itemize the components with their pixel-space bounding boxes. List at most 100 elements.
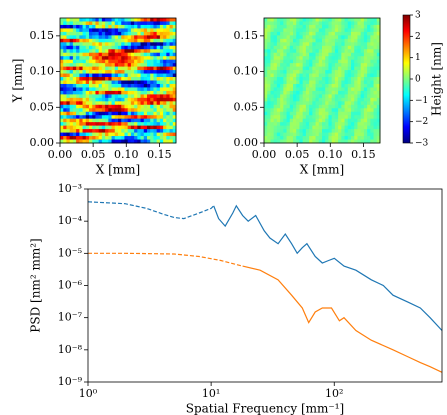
heatmap-cell (276, 115, 281, 120)
heatmap-cell (318, 125, 323, 130)
heatmap-cell (305, 90, 310, 95)
heatmap-cell (105, 28, 109, 33)
heatmap-cell (341, 87, 346, 92)
heatmap-cell (267, 125, 271, 130)
heatmap-cell (341, 70, 346, 75)
heatmap-cell (305, 73, 310, 78)
heatmap-cell (143, 24, 148, 29)
heatmap-cell (108, 77, 113, 81)
heatmap-cell (89, 132, 93, 137)
heatmap-cell (351, 136, 355, 141)
heatmap-cell (267, 80, 271, 85)
heatmap-cell (118, 45, 122, 50)
heatmap-cell (127, 31, 132, 36)
heatmap-cell (341, 125, 346, 130)
heatmap-cell (166, 70, 171, 75)
heatmap-cell (347, 80, 352, 85)
x-tick-label: 0.05 (81, 148, 106, 161)
heatmap-cell (357, 115, 362, 120)
heatmap-cell (76, 104, 80, 109)
heatmap-cell (166, 42, 171, 47)
heatmap-cell (118, 108, 122, 113)
heatmap-cell (344, 35, 349, 40)
heatmap-cell (153, 129, 158, 134)
heatmap-cell (270, 66, 275, 71)
heatmap-cell (280, 115, 284, 120)
heatmap-cell (89, 35, 93, 40)
heatmap-cell (85, 45, 90, 50)
heatmap-cell (315, 115, 320, 120)
heatmap-cell (363, 94, 368, 99)
heatmap-cell (111, 35, 116, 40)
heatmap-cell (79, 90, 84, 95)
heatmap-cell (63, 80, 67, 85)
heatmap-cell (299, 101, 304, 106)
heatmap-cell (309, 115, 313, 120)
heatmap-cell (376, 70, 381, 75)
heatmap-cell (95, 108, 100, 113)
heatmap-cell (280, 122, 284, 127)
heatmap-cell (351, 38, 355, 43)
heatmap-cell (79, 139, 84, 144)
heatmap-cell (267, 63, 271, 68)
heatmap-cell (360, 122, 365, 127)
heatmap-cell (66, 49, 71, 54)
psd-line (242, 265, 443, 373)
heatmap-cell (351, 49, 355, 54)
heatmap-cell (367, 118, 371, 123)
heatmap-cell (338, 129, 342, 134)
heatmap-cell (76, 31, 80, 36)
heatmap-cell (92, 87, 96, 92)
heatmap-cell (137, 125, 142, 130)
heatmap-cell (338, 66, 342, 71)
heatmap-cell (270, 21, 275, 26)
heatmap-cell (289, 45, 294, 50)
heatmap-cell (270, 136, 275, 141)
heatmap-cell (124, 21, 129, 26)
heatmap-cell (111, 73, 116, 78)
heatmap-cell (118, 80, 122, 85)
heatmap-cell (127, 115, 132, 120)
heatmap-cell (373, 125, 378, 130)
heatmap-cell (89, 24, 93, 29)
heatmap-cell (363, 35, 368, 40)
heatmap-cell (296, 104, 300, 109)
heatmap-cell (92, 83, 96, 88)
heatmap-cell (130, 56, 135, 61)
heatmap-cell (276, 83, 281, 88)
heatmap-cell (143, 45, 148, 50)
heatmap-cell (105, 118, 109, 123)
heatmap-cell (127, 38, 132, 43)
heatmap-cell (363, 139, 368, 144)
heatmap-cell (95, 111, 100, 116)
heatmap-cell (82, 97, 87, 102)
heatmap-cell (172, 87, 177, 92)
heatmap-cell (373, 101, 378, 106)
heatmap-cell (283, 77, 288, 81)
heatmap-cell (63, 111, 67, 116)
heatmap-cell (163, 28, 167, 33)
heatmap-cell (108, 136, 113, 141)
heatmap-cell (309, 28, 313, 33)
heatmap-cell (286, 24, 291, 29)
heatmap-cell (280, 118, 284, 123)
heatmap-cell (267, 35, 271, 40)
heatmap-cell (331, 139, 336, 144)
heatmap-cell (370, 31, 375, 36)
heatmap-cell (124, 83, 129, 88)
heatmap-cell (140, 35, 145, 40)
heatmap-cell (325, 80, 329, 85)
heatmap-cell (296, 24, 300, 29)
heatmap-cell (296, 18, 300, 22)
y-tick-label: 0.15 (30, 29, 55, 42)
heatmap-cell (79, 42, 84, 47)
heatmap-cell (286, 94, 291, 99)
heatmap-cell (76, 42, 80, 47)
heatmap-cell (98, 77, 103, 81)
heatmap-cell (108, 139, 113, 144)
heatmap-cell (376, 73, 381, 78)
heatmap-cell (101, 18, 106, 22)
heatmap-cell (108, 45, 113, 50)
heatmap-cell (60, 42, 64, 47)
heatmap-cell (60, 129, 64, 134)
